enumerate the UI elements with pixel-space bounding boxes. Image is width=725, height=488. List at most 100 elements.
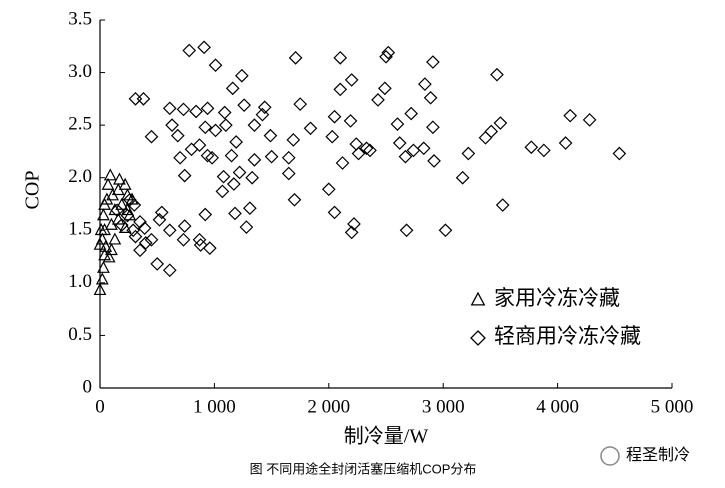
point	[247, 118, 262, 132]
point	[537, 143, 551, 158]
point	[321, 182, 336, 197]
y-axis-title: COP	[22, 171, 44, 210]
point	[162, 101, 177, 116]
point	[237, 98, 251, 113]
point	[173, 150, 187, 165]
point	[108, 232, 122, 245]
point	[333, 82, 348, 97]
y-tick-label: 2.5	[68, 114, 92, 135]
y-tick-label: 3.0	[68, 61, 92, 82]
legend-label: 家用冷冻冷藏	[494, 286, 620, 310]
point	[343, 114, 358, 128]
point	[461, 146, 476, 161]
point	[198, 207, 213, 222]
point	[162, 263, 177, 278]
point	[184, 142, 199, 157]
point	[216, 169, 231, 184]
point	[102, 250, 116, 263]
y-tick-label: 0.5	[68, 324, 92, 345]
point	[106, 188, 119, 201]
point	[94, 223, 108, 236]
point	[224, 148, 239, 163]
x-tick-label: 5 000	[651, 396, 694, 417]
point	[293, 97, 308, 111]
point	[192, 138, 207, 152]
point	[133, 215, 147, 229]
point	[120, 208, 135, 223]
point	[264, 149, 279, 164]
point	[325, 129, 340, 144]
point	[398, 149, 413, 164]
watermark-icon	[600, 446, 620, 466]
point	[193, 238, 208, 252]
point	[197, 40, 211, 55]
point	[111, 212, 125, 225]
point	[165, 118, 179, 132]
point	[287, 192, 302, 207]
point	[176, 102, 191, 117]
legend-marker	[470, 291, 486, 306]
legend-marker	[470, 330, 486, 346]
point	[495, 198, 510, 212]
point	[235, 68, 249, 83]
point	[208, 123, 223, 138]
point	[200, 148, 215, 163]
point	[177, 168, 192, 183]
point	[493, 116, 508, 130]
legend-label: 轻商用冷冻冷藏	[494, 324, 641, 348]
point	[245, 170, 260, 185]
point	[198, 120, 213, 135]
point	[333, 51, 348, 65]
point	[176, 232, 191, 247]
point	[150, 257, 165, 271]
point	[257, 100, 272, 115]
point	[128, 229, 143, 244]
point	[101, 177, 115, 190]
point	[404, 106, 419, 121]
x-tick-label: 2 000	[307, 396, 350, 417]
point	[98, 197, 111, 210]
point	[205, 150, 219, 165]
x-tick-label: 3 000	[422, 396, 465, 417]
point	[378, 81, 392, 96]
point	[93, 237, 107, 250]
x-tick-label: 4 000	[536, 396, 579, 417]
x-axis-title: 制冷量/W	[344, 425, 429, 448]
point	[390, 117, 405, 131]
point	[127, 198, 142, 212]
point	[215, 184, 230, 199]
point	[162, 223, 177, 238]
point	[103, 168, 117, 181]
point	[490, 67, 504, 82]
watermark: 程圣制冷	[626, 446, 690, 464]
point	[335, 156, 350, 170]
y-tick-label: 1.5	[68, 219, 92, 240]
point	[226, 177, 241, 191]
point	[416, 141, 431, 156]
point	[582, 113, 597, 127]
point	[118, 177, 132, 190]
point	[392, 136, 407, 150]
point	[399, 223, 414, 238]
point	[524, 140, 539, 155]
point	[200, 101, 215, 116]
y-tick-label: 3.5	[68, 8, 92, 29]
point	[281, 150, 296, 165]
point	[121, 203, 134, 216]
point	[126, 223, 141, 238]
point	[95, 272, 109, 285]
point	[286, 133, 301, 147]
point	[351, 146, 366, 161]
point	[189, 104, 203, 119]
point	[563, 108, 578, 123]
point	[281, 166, 296, 181]
point	[114, 218, 129, 232]
point	[327, 109, 342, 124]
point	[128, 92, 143, 106]
point	[232, 165, 247, 180]
point	[118, 220, 132, 233]
point	[218, 118, 233, 132]
point	[612, 146, 627, 161]
point	[288, 51, 303, 65]
